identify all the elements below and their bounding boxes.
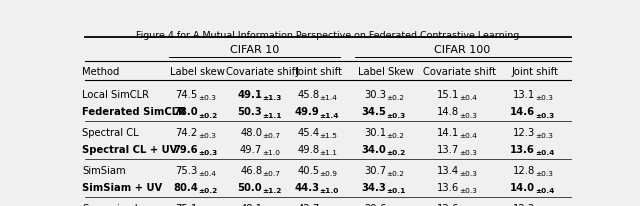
Text: 46.8: 46.8: [240, 165, 262, 175]
Text: 12.6: 12.6: [437, 203, 460, 206]
Text: 48.1: 48.1: [240, 203, 262, 206]
Text: 13.7: 13.7: [437, 144, 460, 154]
Text: 45.8: 45.8: [297, 89, 319, 99]
Text: CIFAR 100: CIFAR 100: [434, 44, 490, 54]
Text: ±0.7: ±0.7: [262, 170, 280, 176]
Text: Spectral CL + UV: Spectral CL + UV: [83, 144, 178, 154]
Text: 30.1: 30.1: [364, 127, 387, 137]
Text: Covariate shift: Covariate shift: [226, 67, 299, 76]
Text: ±0.3: ±0.3: [198, 133, 216, 139]
Text: 13.4: 13.4: [437, 165, 460, 175]
Text: ±0.3: ±0.3: [460, 112, 477, 118]
Text: 13.6: 13.6: [510, 144, 535, 154]
Text: 30.3: 30.3: [364, 89, 387, 99]
Text: ±0.4: ±0.4: [535, 187, 554, 193]
Text: 49.1: 49.1: [237, 89, 262, 99]
Text: ±0.2: ±0.2: [387, 95, 404, 101]
Text: Local SimCLR: Local SimCLR: [83, 89, 150, 99]
Text: 75.1: 75.1: [175, 203, 198, 206]
Text: Joint shift: Joint shift: [296, 67, 343, 76]
Text: ±0.4: ±0.4: [198, 170, 216, 176]
Text: 74.5: 74.5: [175, 89, 198, 99]
Text: ±0.2: ±0.2: [387, 170, 404, 176]
Text: 14.0: 14.0: [510, 182, 535, 192]
Text: Supervised: Supervised: [83, 203, 138, 206]
Text: ±0.9: ±0.9: [319, 170, 337, 176]
Text: ±0.2: ±0.2: [387, 133, 404, 139]
Text: 13.1: 13.1: [513, 89, 535, 99]
Text: Joint shift: Joint shift: [511, 67, 559, 76]
Text: 14.6: 14.6: [510, 107, 535, 116]
Text: ±0.3: ±0.3: [535, 133, 553, 139]
Text: 50.0: 50.0: [237, 182, 262, 192]
Text: SimSiam: SimSiam: [83, 165, 126, 175]
Text: ±0.7: ±0.7: [262, 133, 280, 139]
Text: Label Skew: Label Skew: [358, 67, 414, 76]
Text: ±1.4: ±1.4: [319, 112, 339, 118]
Text: 34.0: 34.0: [362, 144, 387, 154]
Text: 13.6: 13.6: [437, 182, 460, 192]
Text: ±1.4: ±1.4: [319, 95, 337, 101]
Text: CIFAR 10: CIFAR 10: [230, 44, 280, 54]
Text: Spectral CL: Spectral CL: [83, 127, 139, 137]
Text: ±0.4: ±0.4: [460, 95, 477, 101]
Text: ±0.3: ±0.3: [387, 112, 405, 118]
Text: ±0.2: ±0.2: [198, 112, 217, 118]
Text: ±1.0: ±1.0: [262, 150, 280, 156]
Text: 78.0: 78.0: [173, 107, 198, 116]
Text: 49.7: 49.7: [240, 144, 262, 154]
Text: 29.6: 29.6: [364, 203, 387, 206]
Text: 12.2: 12.2: [513, 203, 535, 206]
Text: ±1.3: ±1.3: [262, 95, 282, 101]
Text: 40.5: 40.5: [297, 165, 319, 175]
Text: ±0.3: ±0.3: [460, 170, 477, 176]
Text: Figure 4 for A Mutual Information Perspective on Federated Contrastive Learning: Figure 4 for A Mutual Information Perspe…: [136, 31, 520, 40]
Text: ±0.2: ±0.2: [198, 187, 217, 193]
Text: Covariate shift: Covariate shift: [423, 67, 496, 76]
Text: 12.8: 12.8: [513, 165, 535, 175]
Text: 45.4: 45.4: [297, 127, 319, 137]
Text: 49.9: 49.9: [294, 107, 319, 116]
Text: 12.3: 12.3: [513, 127, 535, 137]
Text: ±0.3: ±0.3: [460, 187, 477, 193]
Text: 44.3: 44.3: [294, 182, 319, 192]
Text: ±1.1: ±1.1: [262, 112, 282, 118]
Text: ±1.1: ±1.1: [319, 150, 337, 156]
Text: ±0.3: ±0.3: [198, 150, 217, 156]
Text: Method: Method: [83, 67, 120, 76]
Text: ±1.0: ±1.0: [319, 187, 339, 193]
Text: 74.2: 74.2: [175, 127, 198, 137]
Text: 42.7: 42.7: [297, 203, 319, 206]
Text: SimSiam + UV: SimSiam + UV: [83, 182, 163, 192]
Text: Federated SimCLR: Federated SimCLR: [83, 107, 186, 116]
Text: ±0.1: ±0.1: [387, 187, 406, 193]
Text: ±0.4: ±0.4: [535, 150, 554, 156]
Text: 75.3: 75.3: [175, 165, 198, 175]
Text: 79.6: 79.6: [173, 144, 198, 154]
Text: ±1.5: ±1.5: [319, 133, 337, 139]
Text: Label skew: Label skew: [170, 67, 225, 76]
Text: ±1.2: ±1.2: [262, 187, 282, 193]
Text: ±0.3: ±0.3: [535, 170, 553, 176]
Text: ±0.2: ±0.2: [387, 150, 406, 156]
Text: 30.7: 30.7: [364, 165, 387, 175]
Text: ±0.3: ±0.3: [460, 150, 477, 156]
Text: 34.3: 34.3: [362, 182, 387, 192]
Text: ±0.3: ±0.3: [198, 95, 216, 101]
Text: 15.1: 15.1: [437, 89, 460, 99]
Text: 50.3: 50.3: [237, 107, 262, 116]
Text: 80.4: 80.4: [173, 182, 198, 192]
Text: 34.5: 34.5: [362, 107, 387, 116]
Text: ±0.4: ±0.4: [460, 133, 477, 139]
Text: ±0.3: ±0.3: [535, 112, 554, 118]
Text: 49.8: 49.8: [297, 144, 319, 154]
Text: 14.1: 14.1: [437, 127, 460, 137]
Text: 14.8: 14.8: [437, 107, 460, 116]
Text: 48.0: 48.0: [240, 127, 262, 137]
Text: ±0.3: ±0.3: [535, 95, 553, 101]
